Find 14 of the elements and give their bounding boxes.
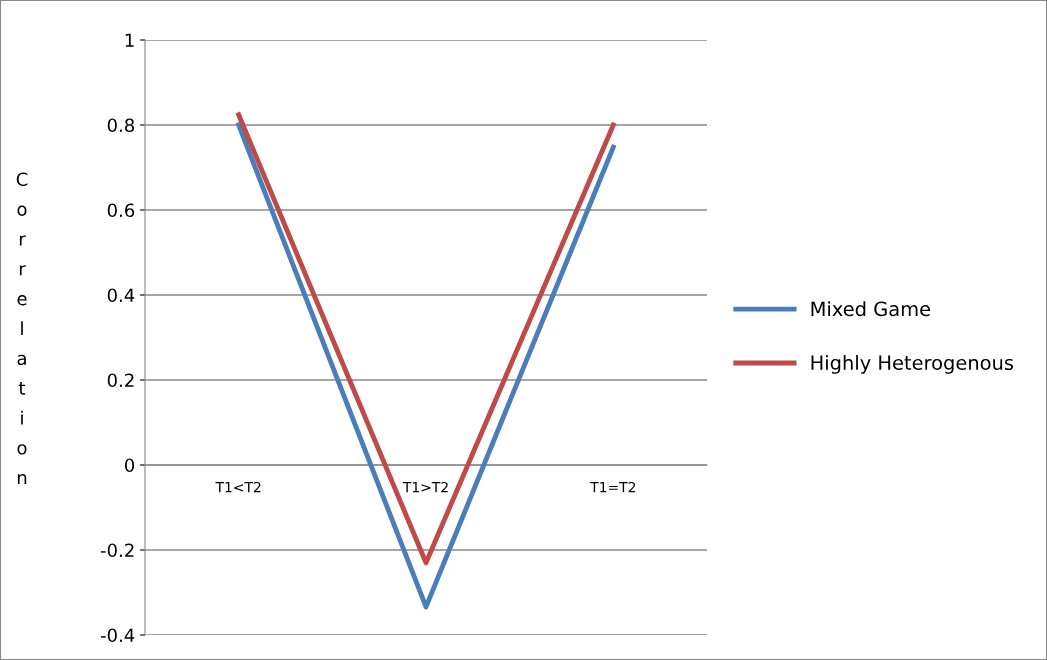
y-tick-label: -0.4 bbox=[100, 628, 135, 643]
legend-label: Mixed Game bbox=[811, 301, 931, 317]
x-tick-label: T1>T2 bbox=[402, 481, 448, 493]
x-tick-label: T1<T2 bbox=[215, 481, 261, 493]
y-tick-label: 0 bbox=[124, 458, 135, 473]
legend-label: Highly Heterogenous bbox=[811, 355, 1014, 374]
text: Correlation bbox=[16, 172, 28, 485]
y-tick-label: 1 bbox=[125, 33, 134, 47]
x-tick-label: T1=T2 bbox=[590, 481, 636, 493]
y-tick-label: 0.6 bbox=[107, 203, 135, 218]
y-tick-label: 0.8 bbox=[107, 118, 135, 133]
y-tick-label: -0.2 bbox=[100, 543, 134, 558]
y-tick-label: 0.4 bbox=[107, 288, 135, 303]
y-tick-label: 0.2 bbox=[107, 373, 134, 388]
